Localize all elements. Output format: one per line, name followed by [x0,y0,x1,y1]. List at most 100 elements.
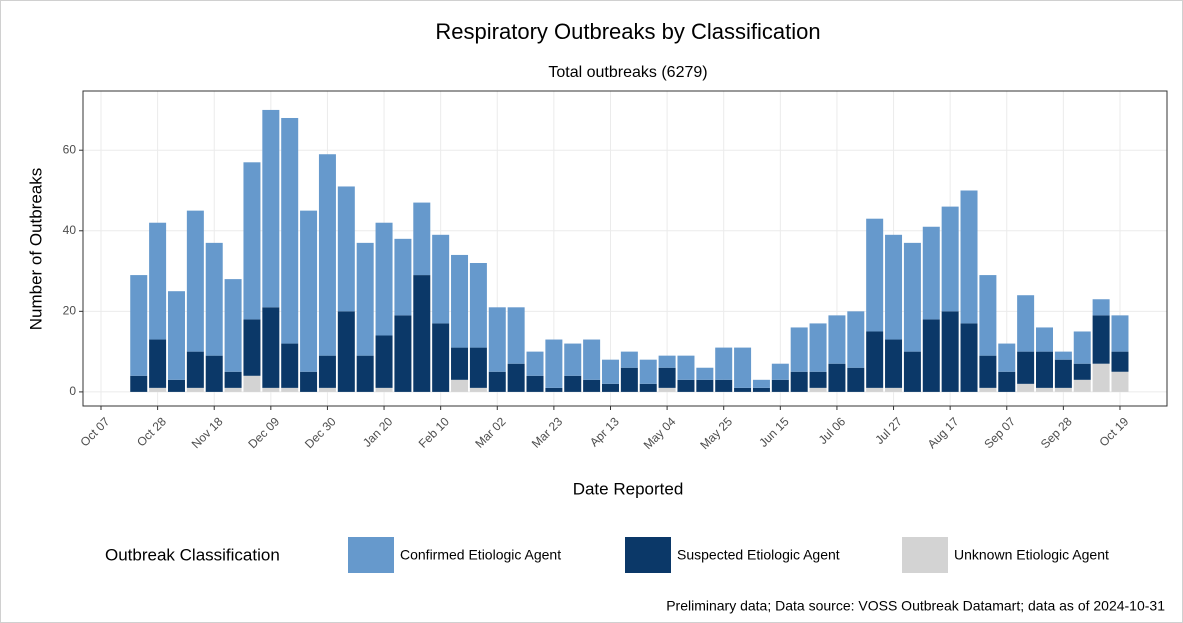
bar-segment [639,359,657,384]
bar-segment [526,375,544,392]
bar-segment [356,242,374,356]
bar-segment [318,355,336,388]
x-axis-label: Date Reported [573,479,684,498]
bar-segment [167,379,185,392]
bar-segment [243,162,261,320]
bar-segment [1017,383,1035,392]
bar-segment [243,375,261,392]
bar-segment [451,379,469,392]
bar-segment [809,371,827,388]
bar-segment [1111,351,1129,372]
bar-segment [469,263,487,348]
y-tick-label: 20 [63,304,77,318]
bar-segment [1054,359,1072,388]
bar-segment [922,319,940,392]
bar-segment [828,363,846,392]
bar-segment [318,154,336,356]
bar-segment [1073,363,1091,380]
bar-segment [375,387,393,392]
bar-segment [620,351,638,368]
bar-segment [677,355,695,380]
plot-border [82,90,1168,407]
bar-segment [941,206,959,312]
bar-segment [1036,351,1053,388]
bar-segment [262,109,280,308]
legend-key [902,537,948,573]
bar-segment [186,210,204,352]
bar-segment [545,387,563,392]
bar-segment [1092,363,1110,392]
bar-segment [998,371,1016,392]
bar-segment [337,311,355,392]
bar-segment [1036,327,1053,352]
bar-segment [130,375,148,392]
bar-segment [300,371,318,392]
bar-segment [960,190,978,324]
bar-segment [564,343,582,376]
bar-segment [847,311,865,368]
bar-segment [205,242,223,356]
legend-label: Suspected Etiologic Agent [677,547,840,563]
legend-label: Confirmed Etiologic Agent [400,547,561,563]
bar-segment [979,275,997,356]
bar-segment [243,319,261,376]
bar-segment [281,343,299,388]
bar-segment [413,275,431,392]
bar-segment [885,387,903,392]
bar-segment [432,234,450,324]
bar-segment [903,242,921,352]
chart-subtitle: Total outbreaks (6279) [548,64,707,81]
bar-segment [734,347,752,388]
legend-key [348,537,394,573]
bar-segment [1092,315,1110,364]
bar-segment [375,335,393,388]
bar-segment [186,387,204,392]
bar-segment [224,279,242,372]
bar-segment [300,210,318,372]
bar-segment [715,379,733,392]
bar-segment [885,234,903,340]
bar-segment [885,339,903,388]
y-axis-label: Number of Outbreaks [26,168,45,331]
bar-segment [620,367,638,392]
y-tick-label: 60 [63,142,77,156]
caption: Preliminary data; Data source: VOSS Outb… [666,598,1165,614]
bar-segment [1111,315,1129,352]
bar-segment [262,387,280,392]
y-tick-label: 0 [69,384,76,398]
bar-segment [337,186,355,312]
y-tick-label: 40 [63,223,77,237]
bar-segment [828,315,846,364]
bar-segment [922,226,940,320]
bar-segment [998,343,1016,372]
bar-segment [224,371,242,388]
bar-segment [413,202,431,276]
bar-segment [130,275,148,376]
bar-segment [1017,351,1035,384]
bar-segment [451,347,469,380]
bar-segment [941,311,959,392]
bar-segment [469,347,487,388]
bar-segment [601,383,619,392]
bar-segment [847,367,865,392]
bar-segment [262,307,280,388]
bar-segment [149,222,167,340]
bar-segment [696,379,714,392]
bar-segment [394,238,412,316]
bar-segment [790,371,808,392]
bar-segment [639,383,657,392]
bar-segment [1111,371,1129,392]
bar-segment [583,339,601,380]
bar-segment [394,315,412,392]
bar-segment [488,371,506,392]
bar-segment [507,363,525,392]
bar-segment [903,351,921,392]
bar-segment [149,339,167,388]
bar-segment [318,387,336,392]
bar-segment [734,387,752,392]
bar-segment [809,387,827,392]
bar-segment [960,323,978,392]
bar-segment [715,347,733,380]
bar-segment [1073,331,1091,364]
